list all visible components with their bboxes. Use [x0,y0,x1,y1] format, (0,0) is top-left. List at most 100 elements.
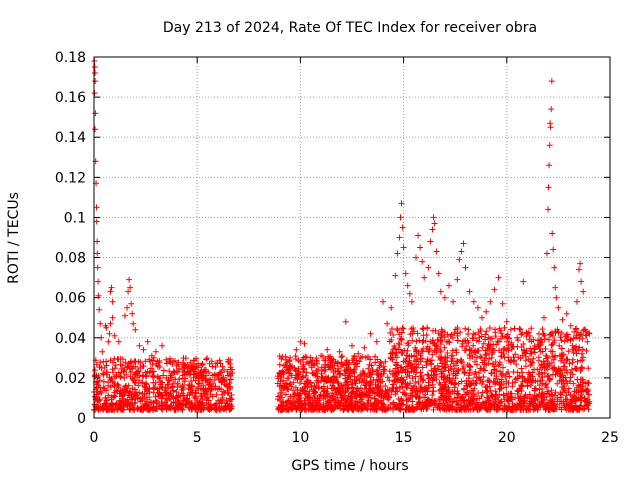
data-point [518,403,525,410]
data-point [394,378,401,385]
data-point [466,351,473,358]
data-point [330,356,337,363]
data-point [483,352,490,359]
data-point [134,368,141,375]
data-point [410,382,417,389]
data-point [515,388,522,395]
data-point [430,214,437,221]
data-point [480,378,487,385]
data-point [385,393,392,400]
data-point [195,380,202,387]
data-point [205,369,212,376]
data-point [313,367,320,374]
data-point [325,353,332,360]
data-point [166,378,173,384]
data-point [392,272,399,279]
data-point [519,330,526,337]
data-point [390,399,397,406]
data-point [464,390,471,397]
data-point [435,270,442,277]
data-point [558,330,565,336]
data-point [433,347,440,354]
y-axis-label: ROTI / TECUs [6,192,22,284]
data-point [540,331,546,338]
data-point [101,385,108,392]
data-point [152,379,159,386]
data-point [162,399,169,406]
data-point [424,371,431,378]
data-point [194,372,201,379]
data-point [532,349,538,356]
data-point [450,360,457,367]
data-point [446,393,453,400]
data-point [578,364,585,371]
data-point [97,320,104,327]
data-point [434,362,441,369]
data-point [449,375,456,382]
data-point [132,399,139,406]
data-point [454,390,461,397]
data-point [111,380,118,387]
data-point [461,370,468,377]
data-point [346,370,353,377]
data-point [95,278,102,285]
data-point [367,388,374,395]
data-point [429,226,436,233]
data-point [554,380,561,387]
data-point [185,404,192,411]
data-point [216,400,223,407]
data-point [404,363,410,370]
data-point [428,361,435,367]
data-point [561,338,568,345]
data-point [430,384,437,391]
data-point [414,330,421,337]
data-point [586,400,592,407]
x-axis-ticks: 0 5 10 15 20 25 [90,57,619,446]
data-point [276,370,283,377]
data-point [418,372,425,379]
data-point [577,383,584,389]
data-point [179,366,186,373]
data-point [454,358,461,365]
data-point [470,298,477,305]
data-point [136,377,142,384]
data-point [449,347,456,354]
data-point [290,387,297,394]
data-point [409,398,416,405]
data-point [551,337,558,344]
data-point [461,347,468,354]
data-point [471,371,478,378]
data-point [130,320,137,327]
data-point [565,348,572,355]
data-point [187,367,194,374]
data-point [430,374,437,381]
data-point [470,377,476,384]
data-point [351,352,358,359]
data-point [542,363,549,370]
data-point [203,388,210,395]
data-point [500,392,507,399]
data-point [117,356,124,362]
data-point [527,345,534,352]
data-point [559,351,566,358]
data-point [457,406,464,413]
data-point [492,359,499,365]
data-point [321,376,328,383]
data-point [582,326,589,333]
data-point [94,238,101,245]
data-point [546,162,553,169]
data-point [483,387,490,394]
data-point [325,374,332,381]
data-point [419,364,426,371]
data-point [505,398,512,405]
data-point [334,402,341,409]
data-point [530,355,537,362]
data-point [150,357,157,364]
data-point [91,64,98,70]
data-point [556,342,563,349]
data-point [317,391,324,398]
data-point [392,391,399,398]
data-point [278,402,285,409]
data-point [96,306,103,313]
data-point [398,374,405,381]
